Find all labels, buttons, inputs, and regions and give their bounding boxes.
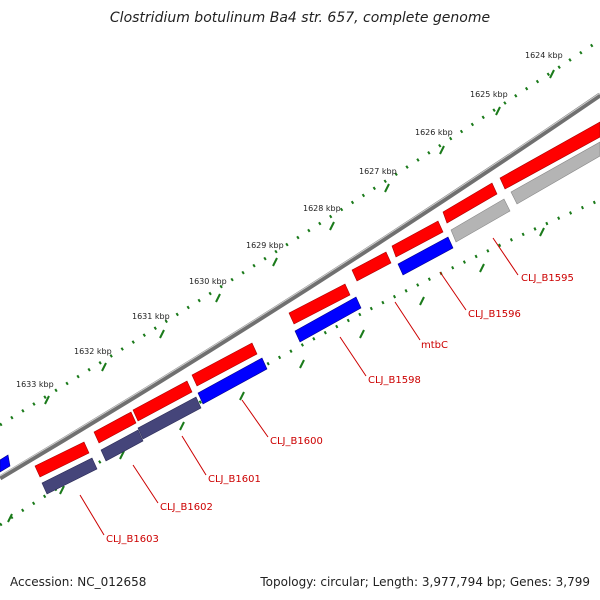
gene-label[interactable]: CLJ_B1598	[368, 375, 421, 386]
gene-forward	[351, 251, 392, 282]
gene-forward	[499, 121, 600, 190]
gene-forward	[191, 342, 258, 387]
scale-label: 1633 kbp	[16, 380, 54, 389]
scale-label: 1631 kbp	[132, 312, 170, 321]
gene-label[interactable]: CLJ_B1600	[270, 436, 323, 447]
scale-label: 1632 kbp	[74, 347, 112, 356]
gene-labels: CLJ_B1595 CLJ_B1596 mtbC CLJ_B1598 CLJ_B…	[106, 273, 574, 545]
scale-label: 1625 kbp	[470, 90, 508, 99]
gene-reverse	[137, 396, 202, 440]
gene-reverse	[100, 429, 144, 462]
label-leaders	[79, 237, 519, 536]
gene-label[interactable]: CLJ_B1603	[106, 534, 159, 545]
inner-major-ticks	[7, 227, 545, 523]
map-title: Clostridium botulinum Ba4 str. 657, comp…	[110, 10, 490, 26]
gene-reverse	[294, 296, 362, 343]
gene-forward	[288, 283, 351, 325]
gene-forward	[93, 411, 137, 444]
scale-label: 1630 kbp	[189, 277, 227, 286]
gene-reverse	[197, 357, 268, 405]
reverse-genes	[0, 141, 600, 495]
gene-reverse	[450, 198, 511, 243]
scale-labels: 1624 kbp 1625 kbp 1626 kbp 1627 kbp 1628…	[16, 51, 563, 389]
gene-label[interactable]: CLJ_B1601	[208, 474, 261, 485]
scale-ring-inner	[0, 198, 600, 527]
gene-forward	[442, 182, 498, 224]
forward-genes	[34, 121, 600, 478]
genome-backbone	[0, 92, 600, 481]
scale-label: 1627 kbp	[359, 167, 397, 176]
scale-label: 1629 kbp	[246, 241, 284, 250]
outer-major-ticks	[44, 69, 555, 405]
accession-text: Accession: NC_012658	[10, 575, 146, 589]
gene-forward	[132, 380, 193, 422]
scale-label: 1624 kbp	[525, 51, 563, 60]
gene-reverse	[510, 141, 600, 205]
gene-forward	[34, 441, 90, 478]
gene-label[interactable]: CLJ_B1595	[521, 273, 574, 284]
gene-label[interactable]: CLJ_B1596	[468, 309, 521, 320]
scale-label: 1628 kbp	[303, 204, 341, 213]
scale-label: 1626 kbp	[415, 128, 453, 137]
gene-reverse	[397, 236, 454, 276]
gene-label[interactable]: mtbC	[421, 340, 448, 351]
genome-summary-text: Topology: circular; Length: 3,977,794 bp…	[259, 575, 590, 589]
gene-label[interactable]: CLJ_B1602	[160, 502, 213, 513]
gene-forward	[391, 220, 444, 258]
gene-reverse	[0, 454, 11, 473]
gene-reverse	[41, 457, 98, 495]
